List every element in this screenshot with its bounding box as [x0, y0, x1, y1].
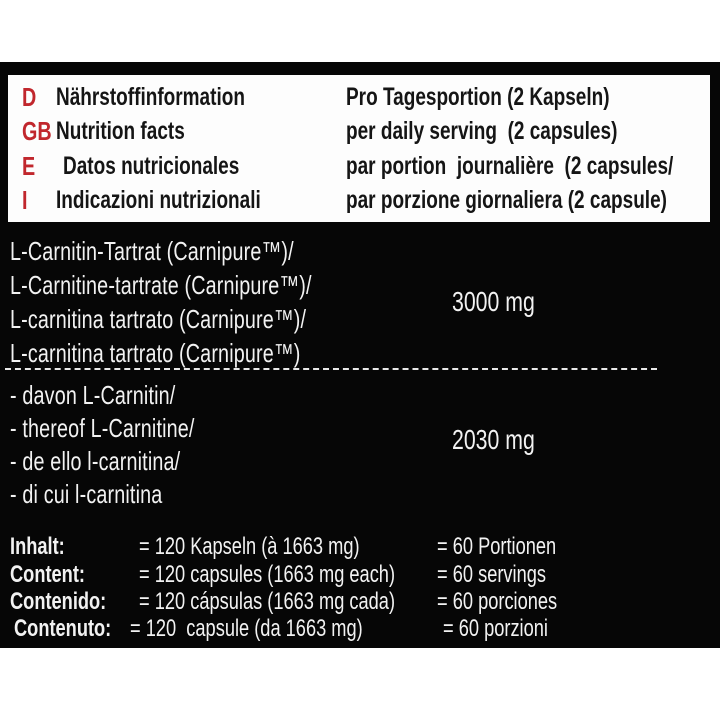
content-quantity-english: = 120 capsules (1663 mg each)	[139, 561, 396, 588]
header-row-english: GB Nutrition facts per daily serving (2 …	[8, 114, 710, 148]
nutrition-panel: D Nährstoffinformation Pro Tagesportion …	[0, 62, 720, 648]
thereof-line-german: - davon L-Carnitin/	[10, 380, 176, 410]
language-code-i: I	[22, 184, 28, 215]
content-servings-german: = 60 Portionen	[437, 533, 557, 560]
content-label-italian: Contenuto:	[14, 615, 112, 642]
content-quantity-german: = 120 Kapseln (à 1663 mg)	[139, 533, 360, 560]
header-row-spanish: E Datos nutricionales par portion journa…	[8, 149, 710, 183]
ingredient-line-german: L-Carnitin-Tartrat (Carnipure™)/	[10, 236, 294, 266]
ingredient-line-italian: L-carnitina tartrato (Carnipure™)	[10, 338, 301, 368]
ingredient-line-english: L-Carnitine-tartrate (Carnipure™)/	[10, 270, 312, 300]
content-servings-italian: = 60 porzioni	[443, 615, 548, 642]
tartrate-amount-value: 3000 mg	[452, 286, 535, 317]
serving-info-english: per daily serving (2 capsules)	[346, 117, 618, 146]
content-label-spanish: Contenido:	[10, 588, 107, 615]
content-row-german: Inhalt: = 120 Kapseln (à 1663 mg) = 60 P…	[0, 533, 720, 560]
serving-info-german: Pro Tagesportion (2 Kapseln)	[346, 83, 610, 112]
content-servings-english: = 60 servings	[437, 561, 547, 588]
thereof-amount-value: 2030 mg	[452, 424, 535, 455]
serving-info-italian: par porzione giornaliera (2 capsule)	[346, 185, 667, 214]
thereof-line-english: - thereof L-Carnitine/	[10, 413, 195, 443]
content-row-spanish: Contenido: = 120 cápsulas (1663 mg cada)…	[0, 588, 720, 615]
header-row-german: D Nährstoffinformation Pro Tagesportion …	[8, 80, 710, 114]
header-title-italian: Indicazioni nutrizionali	[56, 185, 261, 214]
content-row-english: Content: = 120 capsules (1663 mg each) =…	[0, 561, 720, 588]
thereof-line-italian: - di cui l-carnitina	[10, 479, 163, 509]
language-code-gb: GB	[22, 116, 52, 147]
serving-info-french: par portion journalière (2 capsules/	[346, 151, 674, 180]
ingredient-line-spanish: L-carnitina tartrato (Carnipure™)/	[10, 304, 307, 334]
header-row-italian: I Indicazioni nutrizionali par porzione …	[8, 183, 710, 217]
header-title-english: Nutrition facts	[56, 117, 185, 146]
header-title-german: Nährstoffinformation	[56, 83, 245, 112]
header-title-spanish: Datos nutricionales	[63, 151, 240, 180]
thereof-carnitine-names: - davon L-Carnitin/ - thereof L-Carnitin…	[10, 379, 253, 511]
language-code-d: D	[22, 82, 37, 113]
thereof-line-spanish: - de ello l-carnitina/	[10, 446, 181, 476]
content-row-italian: Contenuto: = 120 capsule (da 1663 mg) = …	[0, 615, 720, 642]
content-label-german: Inhalt:	[10, 533, 65, 560]
carnitine-tartrate-names: L-Carnitin-Tartrat (Carnipure™)/ L-Carni…	[10, 234, 407, 370]
header-box: D Nährstoffinformation Pro Tagesportion …	[8, 75, 710, 222]
content-quantity-italian: = 120 capsule (da 1663 mg)	[130, 615, 363, 642]
content-label-english: Content:	[10, 561, 85, 588]
content-quantity-spanish: = 120 cápsulas (1663 mg cada)	[139, 588, 396, 615]
dashed-divider	[5, 368, 657, 370]
language-code-e: E	[22, 150, 36, 181]
content-servings-spanish: = 60 porciones	[437, 588, 558, 615]
